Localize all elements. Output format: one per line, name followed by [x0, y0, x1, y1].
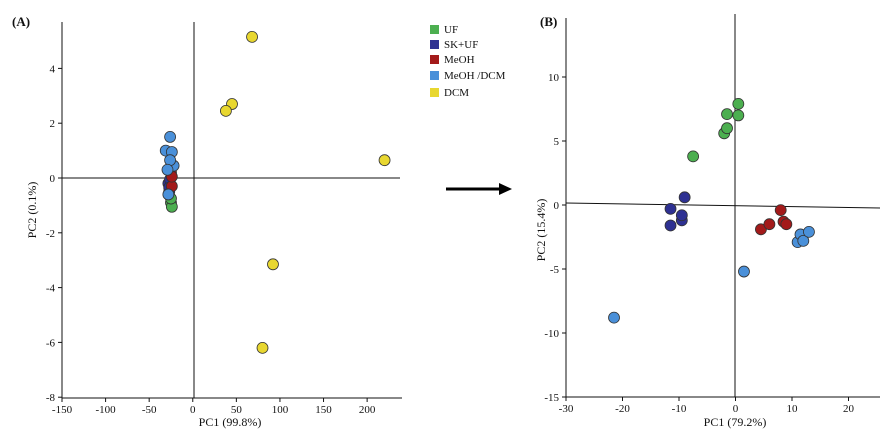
- panel-b-point-meoh: [780, 218, 793, 231]
- panel-b-point-meoh: [755, 223, 767, 236]
- panel-b-point-meoh: [763, 218, 776, 231]
- panel-b-point-sk-uf: [678, 191, 691, 204]
- panel-b-x-tick-label: -30: [559, 403, 574, 415]
- panel-a-y-tick-label: -6: [46, 337, 56, 349]
- panel-b-point-meoh-dcm: [803, 225, 815, 238]
- panel-a-point-dcm: [246, 30, 258, 43]
- panel-b-x-tick-label: 10: [787, 403, 799, 415]
- panel-b-y-tick-label: 10: [548, 72, 560, 84]
- panel-a-x-tick-label: -150: [52, 404, 73, 416]
- panel-a-y-tick-label: 2: [50, 118, 56, 130]
- legend-item-uf: UF: [430, 24, 458, 36]
- panel-b-point-meoh-dcm: [797, 234, 810, 247]
- panel-a-point-meoh-dcm: [161, 163, 174, 176]
- panel-a-x-tick-label: 150: [315, 404, 332, 416]
- panel-b-y-tick-label: -10: [544, 328, 559, 340]
- legend-swatch-meoh: [430, 55, 439, 64]
- panel-a-x-tick-label: -100: [96, 404, 117, 416]
- panel-b-y-tick-label: 0: [554, 200, 560, 212]
- panel-b-y-title: PC2 (15.4%): [534, 199, 548, 262]
- legend-swatch-meoh-dcm: [430, 71, 439, 80]
- panel-a-x-tick-label: 50: [231, 404, 243, 416]
- panel-b-point-uf: [721, 108, 733, 121]
- panel-b-points: [608, 97, 815, 324]
- panel-a-point-dcm: [219, 104, 232, 117]
- panel-b-point-meoh-dcm: [738, 265, 750, 278]
- panel-a-x-tick-label: 0: [190, 404, 196, 416]
- panel-a-x-tick-label: -50: [142, 404, 157, 416]
- panel-b-point-sk-uf: [664, 219, 677, 232]
- panel-a-y-tick-label: -8: [46, 392, 56, 404]
- legend-item-sk-uf: SK+UF: [430, 39, 478, 51]
- panel-b-point-uf: [721, 122, 733, 135]
- legend-label-meoh: MeOH: [444, 54, 475, 66]
- legend: UF SK+UF MeOH MeOH /DCM DCM: [430, 24, 506, 99]
- panel-b-point-meoh-dcm: [608, 311, 620, 324]
- legend-item-meoh-dcm: MeOH /DCM: [430, 70, 506, 82]
- panel-b-point-sk-uf: [675, 209, 688, 222]
- panel-a-point-dcm: [267, 258, 279, 271]
- panel-b-label: (B): [540, 14, 557, 29]
- panel-b-zero-x: [565, 202, 881, 209]
- panel-b-point-sk-uf: [664, 202, 677, 215]
- panel-a-point-dcm: [378, 154, 391, 167]
- legend-label-dcm: DCM: [444, 87, 469, 99]
- panel-b-point-meoh: [774, 204, 787, 217]
- panel-b-ticks: -30 -20 -10 0 10 20 -15 -10 -5 0 5 10: [544, 72, 854, 415]
- legend-swatch-sk-uf: [430, 40, 439, 49]
- legend-label-meoh-dcm: MeOH /DCM: [444, 70, 506, 82]
- panel-a-y-tick-label: 4: [50, 63, 56, 75]
- panel-a-x-tick-label: 100: [272, 404, 289, 416]
- panel-a-ticks: -150 -100 -50 0 50 100 150 200 -8 -6 -4 -2 0 2 4: [46, 63, 376, 416]
- panel-a: (A) -150 -100 -50 0 50 100 150 200 -8 -6 -4 -2 0 2 4 P…: [12, 14, 402, 429]
- legend-label-uf: UF: [444, 24, 458, 36]
- panel-a-points: [159, 30, 391, 354]
- panel-a-x-title: PC1 (99.8%): [199, 415, 262, 429]
- panel-b-point-uf: [732, 109, 745, 122]
- legend-item-meoh: MeOH: [430, 54, 475, 66]
- panel-b-y-tick-label: -5: [550, 264, 560, 276]
- panel-b-x-tick-label: 20: [843, 403, 855, 415]
- panel-b-point-uf: [732, 97, 745, 110]
- legend-swatch-dcm: [430, 88, 439, 97]
- panel-a-point-meoh-dcm: [164, 130, 177, 143]
- legend-item-dcm: DCM: [430, 87, 469, 99]
- panel-a-y-title: PC2 (0.1%): [25, 182, 39, 239]
- panel-b: (B) -30 -20 -10 0 10 20 -15 -10 -5 0 5 10 PC1 (79.2…: [534, 14, 881, 429]
- panel-b-point-uf: [687, 150, 700, 163]
- right-arrow-icon: [446, 183, 512, 195]
- panel-a-label: (A): [12, 14, 30, 29]
- legend-label-sk-uf: SK+UF: [444, 39, 478, 51]
- panel-a-point-meoh-dcm: [162, 188, 175, 201]
- panel-b-y-tick-label: -15: [544, 392, 559, 404]
- panel-a-y-tick-label: -2: [46, 228, 55, 240]
- panel-a-point-dcm: [256, 341, 269, 354]
- panel-b-x-tick-label: -20: [615, 403, 630, 415]
- panel-b-x-tick-label: -10: [672, 403, 687, 415]
- panel-a-x-tick-label: 200: [359, 404, 376, 416]
- panel-b-x-title: PC1 (79.2%): [704, 415, 767, 429]
- panel-b-x-tick-label: 0: [733, 403, 739, 415]
- panel-a-y-tick-label: -4: [46, 283, 56, 295]
- panel-b-y-tick-label: 5: [554, 136, 560, 148]
- panel-a-y-tick-label: 0: [50, 173, 56, 185]
- legend-swatch-uf: [430, 25, 439, 34]
